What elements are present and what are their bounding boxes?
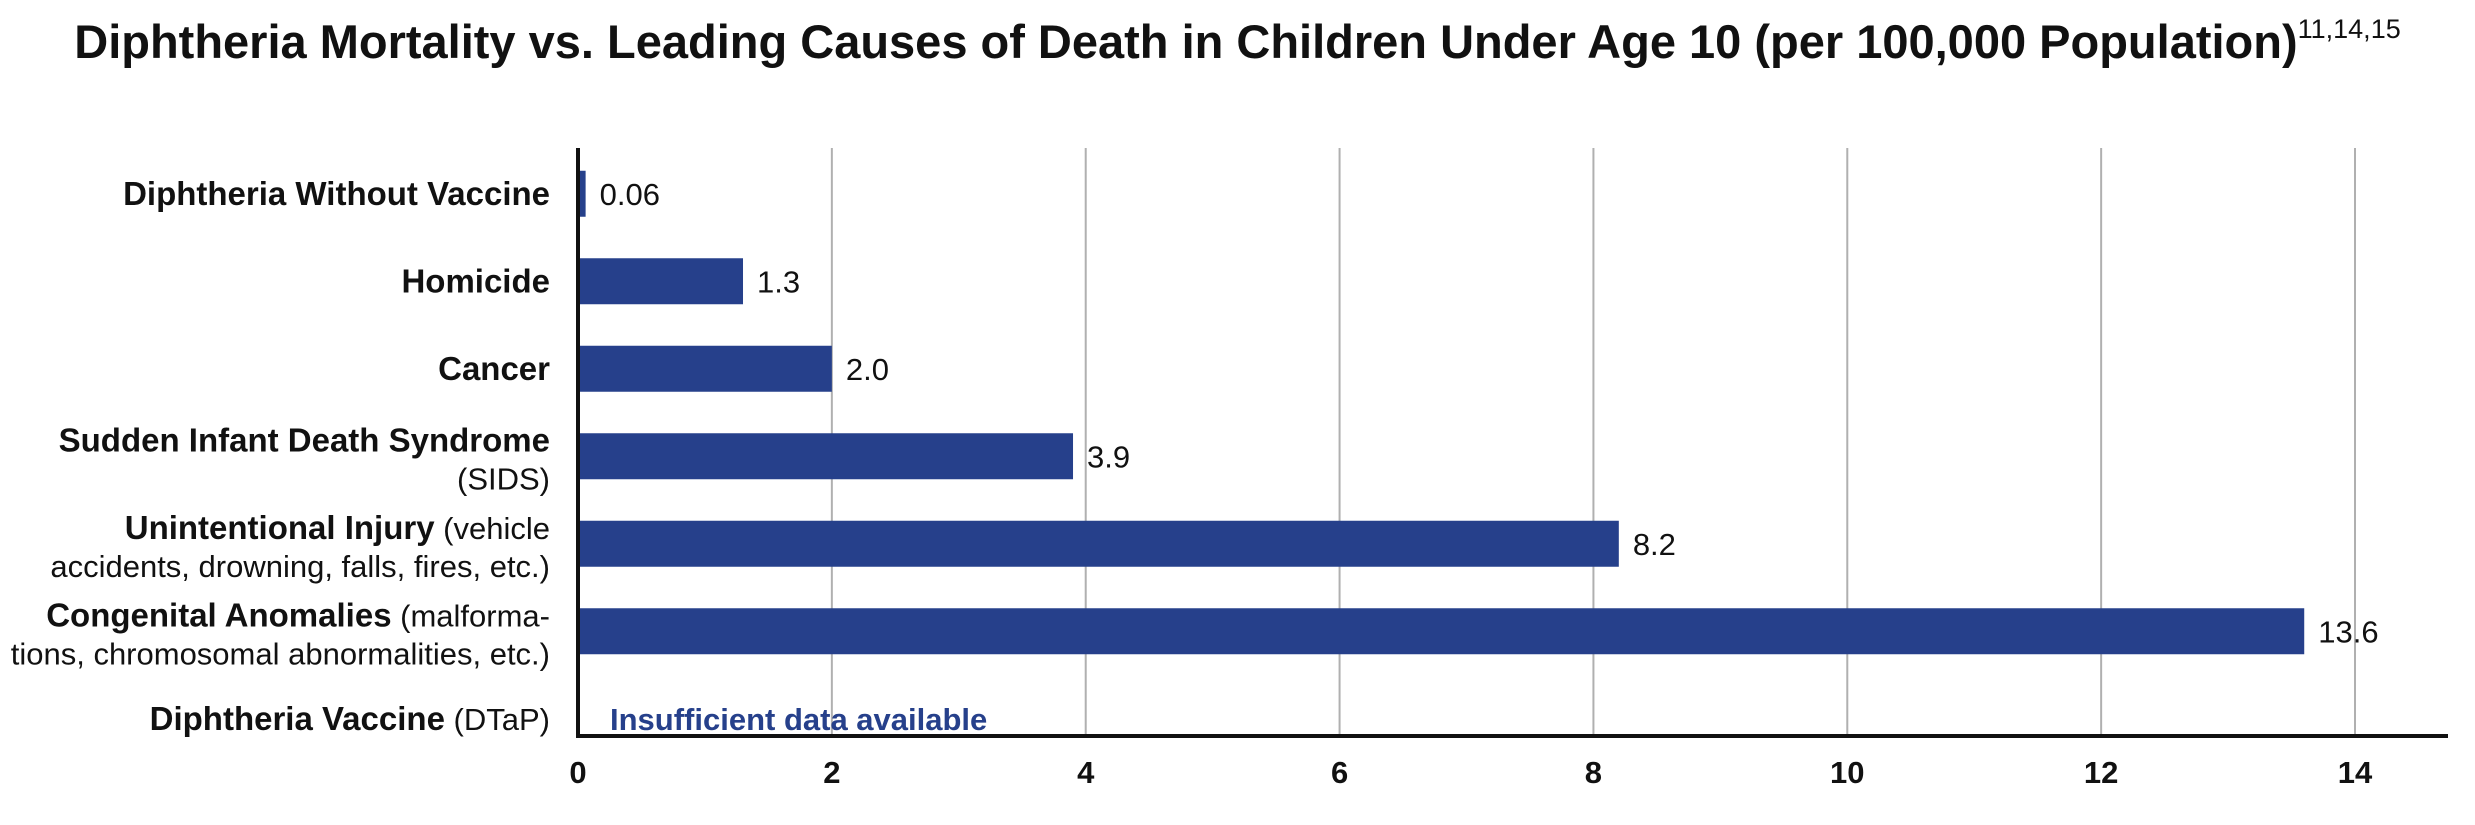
x-tick-label: 4 — [1077, 755, 1095, 790]
x-tick-label: 10 — [1830, 755, 1864, 790]
category-detail: (vehicle — [435, 511, 550, 546]
x-tick-label: 8 — [1585, 755, 1602, 790]
category-label: Diphtheria Without Vaccine — [123, 175, 550, 212]
chart-title-text: Diphtheria Mortality vs. Leading Causes … — [74, 15, 2298, 68]
insufficient-data-note: Insufficient data available — [610, 702, 987, 737]
category-label: Cancer — [438, 350, 550, 387]
x-tick-label: 12 — [2084, 755, 2118, 790]
category-name: Diphtheria Without Vaccine — [123, 175, 550, 212]
bar — [578, 608, 2305, 655]
chart-title: Diphtheria Mortality vs. Leading Causes … — [0, 14, 2475, 69]
bar — [578, 520, 1619, 567]
category-label-line2: (SIDS) — [457, 461, 550, 496]
category-labels: Diphtheria Without Vaccine Homicide Cancer… — [11, 175, 550, 737]
axes: 0 2 4 6 8 10 12 14 — [569, 148, 2448, 790]
x-tick-label: 0 — [569, 755, 586, 790]
category-name: Unintentional Injury — [125, 509, 435, 546]
category-label-line2: accidents, drowning, falls, fires, etc.) — [50, 549, 550, 584]
category-name: Sudden Infant Death Syndrome — [59, 421, 550, 458]
category-label-line2: tions, chromosomal abnormalities, etc.) — [11, 636, 550, 671]
category-detail: (DTaP) — [445, 702, 550, 737]
x-tick-label: 2 — [823, 755, 840, 790]
data-label: 13.6 — [2318, 614, 2378, 649]
bars: 0.06 1.3 2.0 3.9 8.2 13.6 Insufficient data av… — [578, 170, 2379, 737]
x-tick-label: 14 — [2338, 755, 2373, 790]
data-label: 2.0 — [846, 352, 889, 387]
title-citation: 11,14,15 — [2297, 14, 2401, 44]
data-label: 1.3 — [757, 264, 800, 299]
category-label: Diphtheria Vaccine (DTaP) — [150, 700, 550, 737]
category-detail: (malforma- — [392, 598, 550, 633]
data-label: 0.06 — [600, 177, 660, 212]
data-label: 3.9 — [1087, 439, 1130, 474]
category-name: Homicide — [401, 262, 550, 299]
category-name: Diphtheria Vaccine — [150, 700, 445, 737]
x-tick-label: 6 — [1331, 755, 1348, 790]
data-label: 8.2 — [1633, 527, 1676, 562]
bar — [578, 258, 744, 305]
category-label: Unintentional Injury (vehicle — [125, 509, 550, 546]
category-name: Cancer — [438, 350, 550, 387]
bar — [578, 345, 832, 392]
category-label: Homicide — [401, 262, 550, 299]
category-name: Congenital Anomalies — [46, 596, 391, 633]
bar — [578, 170, 586, 217]
category-label: Congenital Anomalies (malforma- — [46, 596, 550, 633]
bar — [578, 433, 1074, 480]
category-label: Sudden Infant Death Syndrome — [59, 421, 550, 458]
